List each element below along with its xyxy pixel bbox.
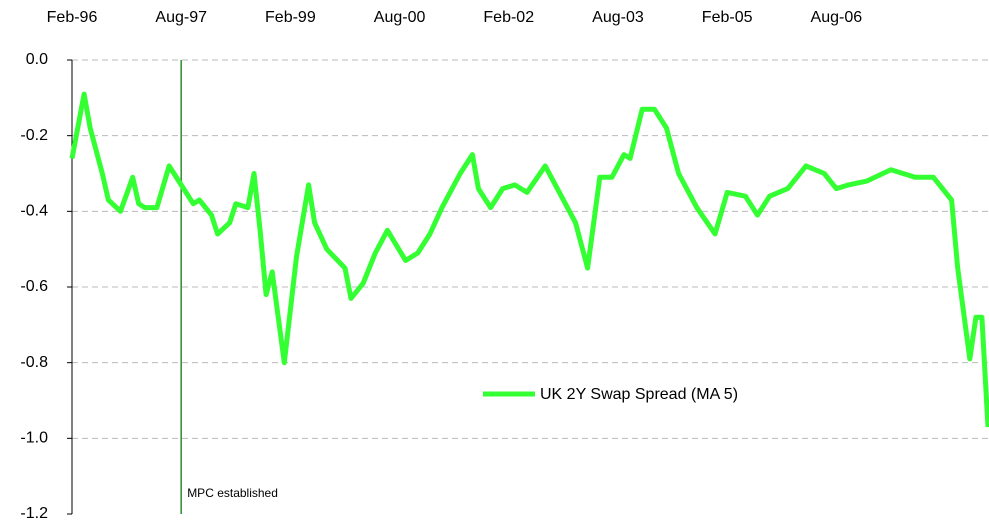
y-tick-label: -0.4 bbox=[20, 203, 48, 220]
y-tick-label: -1.2 bbox=[20, 505, 48, 522]
x-tick-label: Aug-06 bbox=[811, 9, 863, 26]
x-tick-label: Feb-99 bbox=[265, 9, 316, 26]
y-tick-label: -1.0 bbox=[20, 430, 48, 447]
x-tick-label: Feb-96 bbox=[47, 9, 98, 26]
y-tick-label: -0.6 bbox=[20, 278, 48, 295]
y-tick-label: 0.0 bbox=[26, 51, 48, 68]
x-tick-label: Aug-00 bbox=[374, 9, 426, 26]
data-line bbox=[69, 91, 989, 428]
x-tick-label: Feb-05 bbox=[702, 9, 753, 26]
y-tick-label: -0.2 bbox=[20, 127, 48, 144]
legend-label: UK 2Y Swap Spread (MA 5) bbox=[540, 386, 738, 403]
x-tick-label: Feb-02 bbox=[483, 9, 534, 26]
x-tick-label: Aug-03 bbox=[592, 9, 644, 26]
annotation: MPC established bbox=[187, 486, 278, 500]
x-tick-label: Aug-97 bbox=[155, 9, 207, 26]
y-tick-label: -0.8 bbox=[20, 354, 48, 371]
